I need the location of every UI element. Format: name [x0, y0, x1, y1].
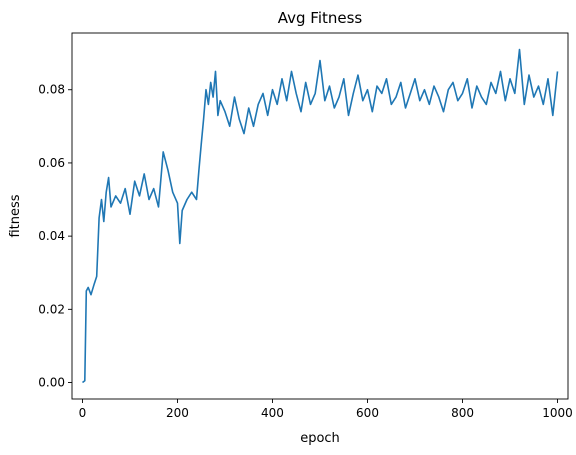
chart-title: Avg Fitness	[278, 9, 363, 27]
plot-frame	[71, 32, 569, 400]
x-tick-label: 1000	[542, 406, 573, 420]
x-tick-label: 400	[261, 406, 284, 420]
y-tick-label: 0.00	[38, 376, 65, 390]
x-axis-label: epoch	[300, 431, 340, 446]
y-axis: 0.00 0.02 0.04 0.06 0.08	[38, 83, 72, 390]
x-axis: 0 200 400 600 800 1000	[79, 399, 573, 420]
y-tick-label: 0.04	[38, 229, 65, 243]
y-axis-label: fitness	[8, 194, 23, 237]
x-tick-label: 600	[356, 406, 379, 420]
y-tick-label: 0.06	[38, 156, 65, 170]
y-tick-label: 0.02	[38, 302, 65, 316]
x-tick-label: 200	[166, 406, 189, 420]
x-tick-label: 800	[451, 406, 474, 420]
y-tick-label: 0.08	[38, 83, 65, 97]
fitness-series-line	[82, 48, 559, 384]
x-tick-label: 0	[79, 406, 87, 420]
